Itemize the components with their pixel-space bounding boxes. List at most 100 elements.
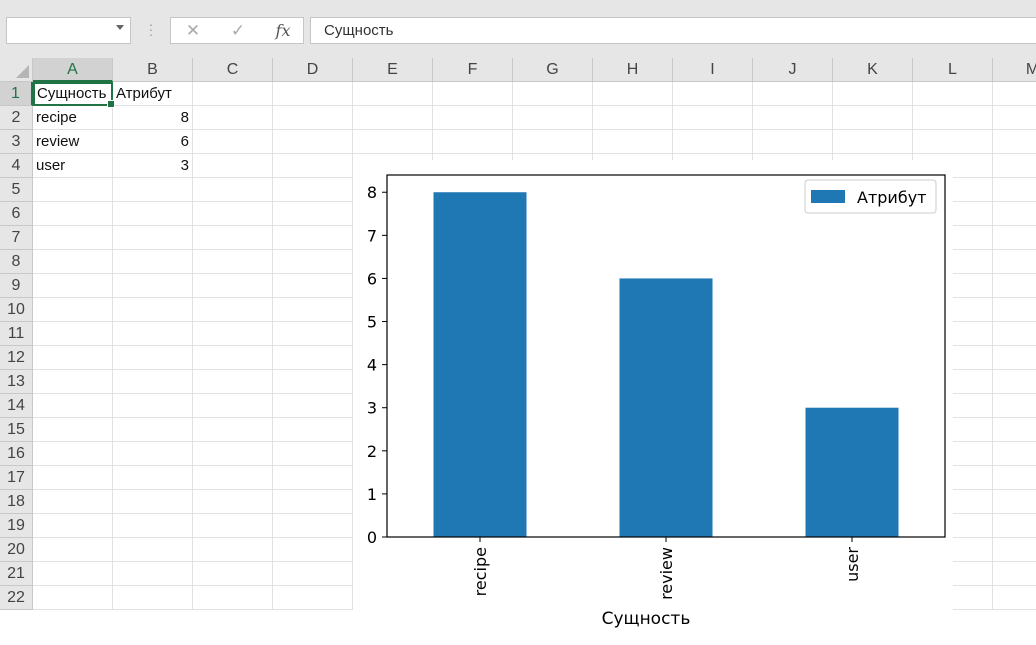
cell-c2[interactable] bbox=[193, 106, 273, 130]
cell-d21[interactable] bbox=[273, 562, 353, 586]
cell-b13[interactable] bbox=[113, 370, 193, 394]
cell-l4[interactable] bbox=[913, 154, 993, 178]
cell-h1[interactable] bbox=[593, 82, 673, 106]
cell-c20[interactable] bbox=[193, 538, 273, 562]
row-header-11[interactable]: 11 bbox=[0, 322, 33, 346]
cell-m18[interactable] bbox=[993, 490, 1036, 514]
row-header-14[interactable]: 14 bbox=[0, 394, 33, 418]
row-header-19[interactable]: 19 bbox=[0, 514, 33, 538]
cell-m2[interactable] bbox=[993, 106, 1036, 130]
cell-c22[interactable] bbox=[193, 586, 273, 610]
cell-a3[interactable]: review bbox=[33, 130, 113, 154]
cell-b19[interactable] bbox=[113, 514, 193, 538]
cell-c1[interactable] bbox=[193, 82, 273, 106]
cell-m17[interactable] bbox=[993, 466, 1036, 490]
cell-l6[interactable] bbox=[913, 202, 993, 226]
column-header-m[interactable]: M bbox=[993, 58, 1036, 82]
row-header-4[interactable]: 4 bbox=[0, 154, 33, 178]
cell-l16[interactable] bbox=[913, 442, 993, 466]
cell-b20[interactable] bbox=[113, 538, 193, 562]
column-header-j[interactable]: J bbox=[753, 58, 833, 82]
row-header-5[interactable]: 5 bbox=[0, 178, 33, 202]
cell-b16[interactable] bbox=[113, 442, 193, 466]
cell-a15[interactable] bbox=[33, 418, 113, 442]
cell-d1[interactable] bbox=[273, 82, 353, 106]
cell-b15[interactable] bbox=[113, 418, 193, 442]
cell-c18[interactable] bbox=[193, 490, 273, 514]
cell-a6[interactable] bbox=[33, 202, 113, 226]
cell-d9[interactable] bbox=[273, 274, 353, 298]
cell-m6[interactable] bbox=[993, 202, 1036, 226]
cell-b8[interactable] bbox=[113, 250, 193, 274]
cell-g2[interactable] bbox=[513, 106, 593, 130]
cell-m9[interactable] bbox=[993, 274, 1036, 298]
cell-d18[interactable] bbox=[273, 490, 353, 514]
row-header-3[interactable]: 3 bbox=[0, 130, 33, 154]
column-header-c[interactable]: C bbox=[193, 58, 273, 82]
cell-a10[interactable] bbox=[33, 298, 113, 322]
column-header-l[interactable]: L bbox=[913, 58, 993, 82]
cell-m12[interactable] bbox=[993, 346, 1036, 370]
cell-a13[interactable] bbox=[33, 370, 113, 394]
cell-d19[interactable] bbox=[273, 514, 353, 538]
cell-b11[interactable] bbox=[113, 322, 193, 346]
cell-a2[interactable]: recipe bbox=[33, 106, 113, 130]
row-header-10[interactable]: 10 bbox=[0, 298, 33, 322]
cell-i1[interactable] bbox=[673, 82, 753, 106]
cell-l10[interactable] bbox=[913, 298, 993, 322]
cell-g1[interactable] bbox=[513, 82, 593, 106]
cell-a1[interactable]: Сущность bbox=[33, 82, 115, 108]
insert-function-icon[interactable]: fx bbox=[275, 21, 291, 40]
cell-b21[interactable] bbox=[113, 562, 193, 586]
column-header-k[interactable]: K bbox=[833, 58, 913, 82]
cell-m16[interactable] bbox=[993, 442, 1036, 466]
cell-a21[interactable] bbox=[33, 562, 113, 586]
cell-m19[interactable] bbox=[993, 514, 1036, 538]
column-header-e[interactable]: E bbox=[353, 58, 433, 82]
cell-m14[interactable] bbox=[993, 394, 1036, 418]
cell-d12[interactable] bbox=[273, 346, 353, 370]
cell-c15[interactable] bbox=[193, 418, 273, 442]
column-header-b[interactable]: B bbox=[113, 58, 193, 82]
cell-d10[interactable] bbox=[273, 298, 353, 322]
cell-a11[interactable] bbox=[33, 322, 113, 346]
cell-b5[interactable] bbox=[113, 178, 193, 202]
cell-b3[interactable]: 6 bbox=[113, 130, 193, 154]
cell-a22[interactable] bbox=[33, 586, 113, 610]
cell-m15[interactable] bbox=[993, 418, 1036, 442]
row-header-7[interactable]: 7 bbox=[0, 226, 33, 250]
cell-e3[interactable] bbox=[353, 130, 433, 154]
cell-b9[interactable] bbox=[113, 274, 193, 298]
cell-l18[interactable] bbox=[913, 490, 993, 514]
fill-handle[interactable] bbox=[107, 100, 115, 108]
cell-l3[interactable] bbox=[913, 130, 993, 154]
cell-d6[interactable] bbox=[273, 202, 353, 226]
cell-j2[interactable] bbox=[753, 106, 833, 130]
cell-i2[interactable] bbox=[673, 106, 753, 130]
cell-d20[interactable] bbox=[273, 538, 353, 562]
cell-l8[interactable] bbox=[913, 250, 993, 274]
cell-l14[interactable] bbox=[913, 394, 993, 418]
cell-a5[interactable] bbox=[33, 178, 113, 202]
row-header-20[interactable]: 20 bbox=[0, 538, 33, 562]
cell-d4[interactable] bbox=[273, 154, 353, 178]
cell-a19[interactable] bbox=[33, 514, 113, 538]
row-header-1[interactable]: 1 bbox=[0, 82, 33, 106]
cell-c12[interactable] bbox=[193, 346, 273, 370]
cell-b14[interactable] bbox=[113, 394, 193, 418]
cell-l5[interactable] bbox=[913, 178, 993, 202]
cell-b10[interactable] bbox=[113, 298, 193, 322]
cell-l21[interactable] bbox=[913, 562, 993, 586]
cell-e2[interactable] bbox=[353, 106, 433, 130]
cell-l13[interactable] bbox=[913, 370, 993, 394]
cell-m3[interactable] bbox=[993, 130, 1036, 154]
cell-a20[interactable] bbox=[33, 538, 113, 562]
cell-a18[interactable] bbox=[33, 490, 113, 514]
cell-i3[interactable] bbox=[673, 130, 753, 154]
cell-l1[interactable] bbox=[913, 82, 993, 106]
row-header-2[interactable]: 2 bbox=[0, 106, 33, 130]
cell-m4[interactable] bbox=[993, 154, 1036, 178]
cell-l2[interactable] bbox=[913, 106, 993, 130]
cell-d14[interactable] bbox=[273, 394, 353, 418]
cell-c6[interactable] bbox=[193, 202, 273, 226]
